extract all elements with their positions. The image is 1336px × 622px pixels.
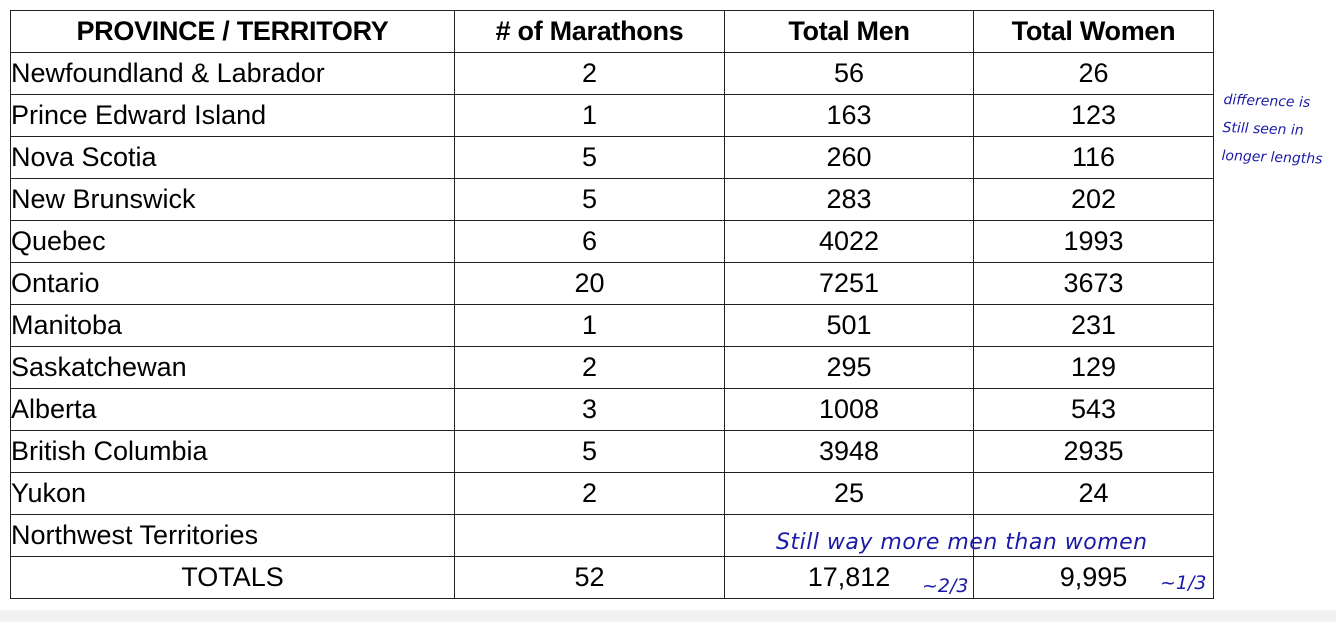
totals-marathons: 52 [454,556,725,599]
table-row: Quebec 6 4022 1993 [10,220,1214,263]
women-cell: 543 [973,388,1214,431]
table-row: Prince Edward Island 1 163 123 [10,94,1214,137]
marathons-cell [454,514,725,557]
women-cell: 3673 [973,262,1214,305]
table-row: Manitoba 1 501 231 [10,304,1214,347]
marathons-cell: 5 [454,136,725,179]
table-row: British Columbia 5 3948 2935 [10,430,1214,473]
province-cell: British Columbia [10,430,455,473]
province-cell: Prince Edward Island [10,94,455,137]
province-cell: New Brunswick [10,178,455,221]
men-cell: 4022 [724,220,974,263]
marathons-cell: 1 [454,304,725,347]
page-background-strip [0,610,1336,622]
handwritten-side-note: difference is Still seen in longer lengt… [1221,86,1325,173]
marathons-cell: 1 [454,94,725,137]
province-cell: Alberta [10,388,455,431]
province-cell: Quebec [10,220,455,263]
province-cell: Yukon [10,472,455,515]
marathons-cell: 2 [454,346,725,389]
men-cell: 260 [724,136,974,179]
side-note-line: Still seen in [1222,119,1304,139]
men-cell: 1008 [724,388,974,431]
province-cell: Northwest Territories [10,514,455,557]
men-cell: 3948 [724,430,974,473]
men-cell: 295 [724,346,974,389]
totals-row: TOTALS 52 17,812 9,995 [10,556,1214,599]
header-row: PROVINCE / TERRITORY # of Marathons Tota… [10,10,1214,53]
table-row: Ontario 20 7251 3673 [10,262,1214,305]
totals-women: 9,995 [973,556,1214,599]
marathon-participation-table: PROVINCE / TERRITORY # of Marathons Tota… [10,10,1214,599]
marathons-cell: 2 [454,52,725,95]
men-cell: 25 [724,472,974,515]
women-cell: 123 [973,94,1214,137]
women-cell: 202 [973,178,1214,221]
totals-label: TOTALS [10,556,455,599]
table-row: New Brunswick 5 283 202 [10,178,1214,221]
women-cell: 129 [973,346,1214,389]
marathons-cell: 20 [454,262,725,305]
women-cell: 231 [973,304,1214,347]
marathons-cell: 5 [454,430,725,473]
women-cell: 26 [973,52,1214,95]
marathons-cell: 3 [454,388,725,431]
women-cell: 2935 [973,430,1214,473]
header-total-men: Total Men [724,10,974,53]
side-note-line: longer lengths [1221,147,1323,168]
women-cell [973,514,1214,557]
men-cell: 7251 [724,262,974,305]
table-row: Yukon 2 25 24 [10,472,1214,515]
women-cell: 116 [973,136,1214,179]
header-total-women: Total Women [973,10,1214,53]
side-note-line: difference is [1223,91,1311,112]
handwritten-row-note: Still way more men than women [776,530,1148,555]
table-row: Alberta 3 1008 543 [10,388,1214,431]
marathons-cell: 2 [454,472,725,515]
province-cell: Newfoundland & Labrador [10,52,455,95]
table-row: Newfoundland & Labrador 2 56 26 [10,52,1214,95]
table-row: Saskatchewan 2 295 129 [10,346,1214,389]
province-cell: Ontario [10,262,455,305]
women-cell: 1993 [973,220,1214,263]
men-cell: 163 [724,94,974,137]
header-province: PROVINCE / TERRITORY [10,10,455,53]
province-cell: Nova Scotia [10,136,455,179]
men-cell: 56 [724,52,974,95]
province-cell: Manitoba [10,304,455,347]
totals-men: 17,812 [724,556,974,599]
handwritten-women-fraction: ~1/3 [1160,572,1207,594]
province-cell: Saskatchewan [10,346,455,389]
marathons-cell: 6 [454,220,725,263]
header-marathons: # of Marathons [454,10,725,53]
table-row: Nova Scotia 5 260 116 [10,136,1214,179]
men-cell: 283 [724,178,974,221]
handwritten-men-fraction: ~2/3 [922,575,969,597]
men-cell: 501 [724,304,974,347]
women-cell: 24 [973,472,1214,515]
marathons-cell: 5 [454,178,725,221]
